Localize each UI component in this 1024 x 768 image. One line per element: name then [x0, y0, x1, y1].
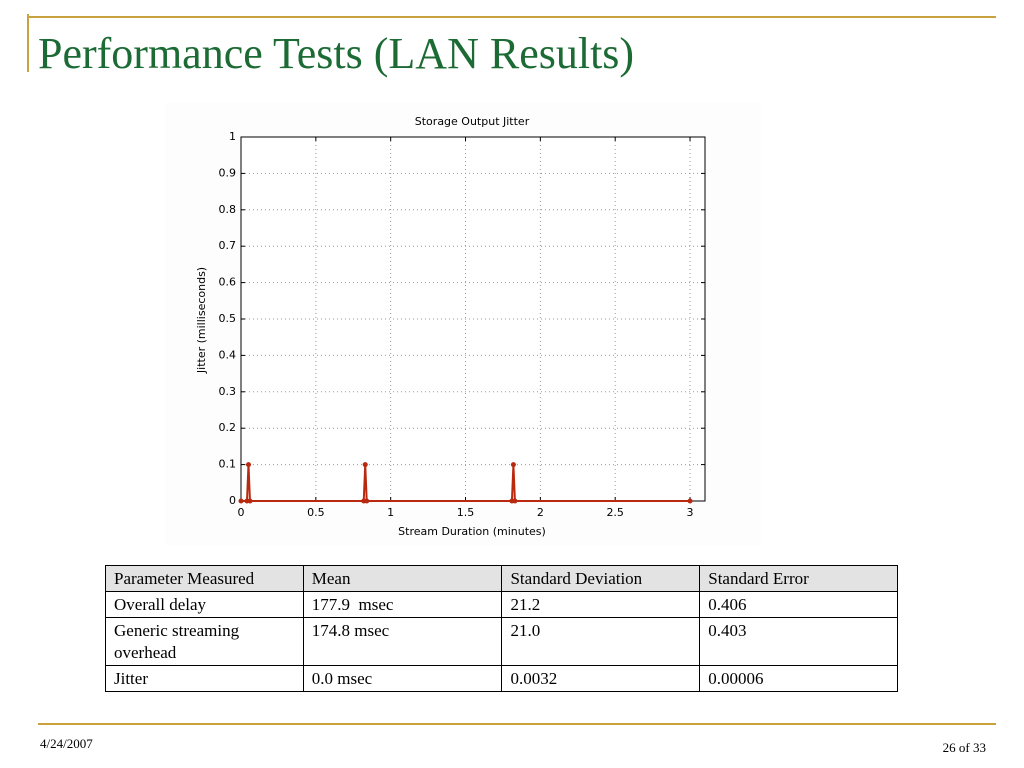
- y-tick-label: 0.6: [219, 276, 237, 289]
- x-axis-label: Stream Duration (minutes): [398, 525, 546, 538]
- header-cell: Standard Error: [699, 565, 898, 592]
- table-row: Parameter Measured Mean Standard Deviation…: [105, 565, 898, 592]
- data-point: [362, 462, 368, 468]
- y-tick-label: 0.7: [219, 239, 237, 252]
- slide-title: Performance Tests (LAN Results): [38, 29, 635, 78]
- y-axis-label: Jitter (milliseconds): [195, 267, 208, 374]
- table-row: Jitter 0.0 msec 0.0032 0.00006: [105, 665, 898, 692]
- table-cell: 0.0032: [501, 665, 701, 692]
- y-tick-label: 0: [229, 494, 236, 507]
- table-cell: 0.406: [699, 591, 898, 618]
- y-tick-label: 0.4: [219, 348, 237, 361]
- x-tick-label: 0: [238, 506, 245, 519]
- table-cell: Jitter: [105, 665, 304, 692]
- data-point: [247, 498, 253, 504]
- y-tick-label: 0.8: [219, 203, 237, 216]
- data-point: [510, 462, 516, 468]
- table-row: Generic streaming overhead 174.8 msec 21.0…: [105, 617, 898, 666]
- table-cell: 21.0: [501, 617, 701, 666]
- table-cell: 177.9 msec: [302, 591, 503, 618]
- chart: Storage Output Jitter Stream Duration (m…: [165, 103, 761, 545]
- x-tick-label: 2: [537, 506, 544, 519]
- table-cell: 0.403: [699, 617, 898, 666]
- header-cell: Mean: [302, 565, 503, 592]
- results-table: Parameter Measured Mean Standard Deviation…: [105, 565, 898, 692]
- header-cell: Parameter Measured: [105, 565, 304, 592]
- data-point: [687, 498, 693, 504]
- table-cell: 21.2: [501, 591, 701, 618]
- table-cell: Generic streaming overhead: [105, 617, 304, 666]
- data-point: [245, 462, 251, 468]
- y-tick-label: 0.1: [219, 458, 237, 471]
- y-tick-label: 0.9: [219, 166, 237, 179]
- x-tick-label: 1.5: [457, 506, 475, 519]
- x-tick-label: 0.5: [307, 506, 325, 519]
- data-point: [512, 498, 518, 504]
- x-tick-label: 3: [687, 506, 694, 519]
- table-cell: 174.8 msec: [302, 617, 503, 666]
- table-cell: 0.00006: [699, 665, 898, 692]
- footer-date: 4/24/2007: [40, 736, 93, 751]
- y-tick-label: 0.3: [219, 385, 237, 398]
- y-tick-label: 1: [229, 130, 236, 143]
- table-cell: Overall delay: [105, 591, 304, 618]
- header-cell: Standard Deviation: [501, 565, 701, 592]
- data-point: [364, 498, 370, 504]
- chart-title: Storage Output Jitter: [415, 115, 530, 128]
- x-tick-label: 1: [387, 506, 394, 519]
- x-tick-label: 2.5: [606, 506, 624, 519]
- y-tick-label: 0.2: [219, 421, 237, 434]
- data-point: [238, 498, 244, 504]
- table-cell: 0.0 msec: [302, 665, 503, 692]
- y-tick-label: 0.5: [219, 312, 237, 325]
- page-number: 26 of 33: [942, 740, 986, 755]
- table-row: Overall delay 177.9 msec 21.2 0.406: [105, 591, 898, 618]
